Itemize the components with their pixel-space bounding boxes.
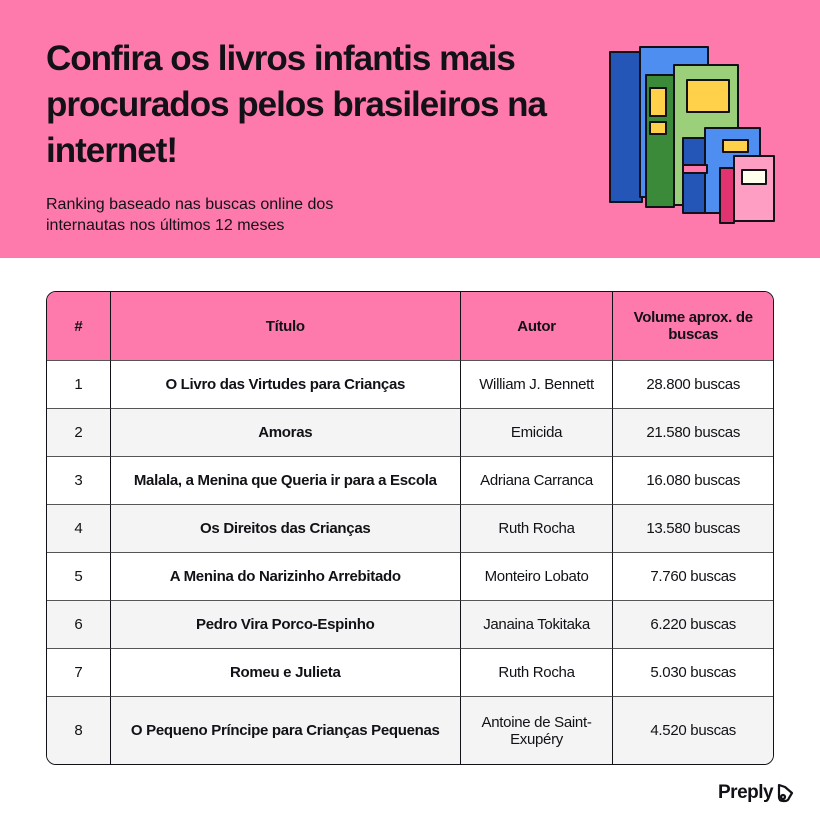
cell-rank: 8 <box>47 697 111 764</box>
stack-of-books-icon <box>609 46 775 224</box>
column-header-volume: Volume aprox. de buscas <box>613 292 773 361</box>
preply-heart-icon <box>777 783 794 803</box>
preply-logo: Preply <box>718 782 794 804</box>
cell-author: Monteiro Lobato <box>460 553 614 601</box>
cell-volume: 21.580 buscas <box>613 409 773 457</box>
cell-volume: 16.080 buscas <box>613 457 773 505</box>
cell-volume: 5.030 buscas <box>613 649 773 697</box>
table-row: 6 Pedro Vira Porco-Espinho Janaina Tokitak… <box>47 601 773 649</box>
table-row: 3 Malala, a Menina que Queria ir para a E… <box>47 457 773 505</box>
column-header-rank: # <box>47 292 111 361</box>
cell-title: A Menina do Narizinho Arrebitado <box>110 553 461 601</box>
cell-author: Ruth Rocha <box>460 649 614 697</box>
cell-title: Amoras <box>110 409 461 457</box>
cell-rank: 5 <box>47 553 111 601</box>
cell-title: Malala, a Menina que Queria ir para a Es… <box>110 457 461 505</box>
column-header-title: Título <box>110 292 461 361</box>
header-banner: Confira os livros infantis mais procurad… <box>0 0 820 258</box>
cell-title: O Pequeno Príncipe para Crianças Pequena… <box>110 697 461 764</box>
table-row: 4 Os Direitos das Crianças Ruth Rocha 13.58… <box>47 505 773 553</box>
cell-volume: 4.520 buscas <box>613 697 773 764</box>
cell-author: William J. Bennett <box>460 361 614 409</box>
cell-volume: 28.800 buscas <box>613 361 773 409</box>
cell-volume: 13.580 buscas <box>613 505 773 553</box>
cell-author: Antoine de Saint-Exupéry <box>460 697 614 764</box>
cell-author: Emicida <box>460 409 614 457</box>
table-row: 2 Amoras Emicida 21.580 buscas <box>47 409 773 457</box>
books-ranking-table: # Título Autor Volume aprox. de buscas 1… <box>46 291 774 765</box>
cell-rank: 6 <box>47 601 111 649</box>
cell-rank: 2 <box>47 409 111 457</box>
table-header-row: # Título Autor Volume aprox. de buscas <box>47 292 773 361</box>
cell-title: Romeu e Julieta <box>110 649 461 697</box>
page-title: Confira os livros infantis mais procurad… <box>46 39 547 170</box>
cell-volume: 7.760 buscas <box>613 553 773 601</box>
cell-rank: 3 <box>47 457 111 505</box>
cell-author: Janaina Tokitaka <box>460 601 614 649</box>
cell-author: Adriana Carranca <box>460 457 614 505</box>
column-header-author: Autor <box>460 292 614 361</box>
cell-title: O Livro das Virtudes para Crianças <box>110 361 461 409</box>
cell-title: Pedro Vira Porco-Espinho <box>110 601 461 649</box>
table-row: 7 Romeu e Julieta Ruth Rocha 5.030 buscas <box>47 649 773 697</box>
cell-rank: 7 <box>47 649 111 697</box>
cell-rank: 1 <box>47 361 111 409</box>
cell-title: Os Direitos das Crianças <box>110 505 461 553</box>
cell-volume: 6.220 buscas <box>613 601 773 649</box>
cell-rank: 4 <box>47 505 111 553</box>
cell-author: Ruth Rocha <box>460 505 614 553</box>
page-subtitle: Ranking baseado nas buscas online dos in… <box>46 196 334 234</box>
logo-text: Preply <box>718 782 774 803</box>
